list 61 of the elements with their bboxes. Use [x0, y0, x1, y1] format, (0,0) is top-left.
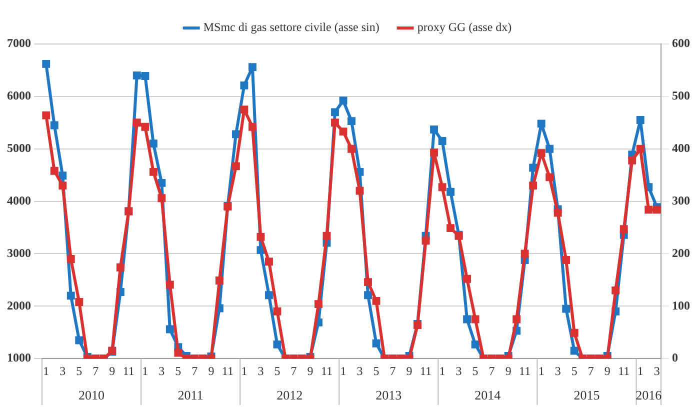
y-tick-label: 6000: [7, 88, 31, 103]
x-tick-label: 11: [122, 364, 134, 378]
y2-tick-label: 600: [672, 36, 690, 50]
x-tick-label: 9: [604, 364, 610, 378]
y-tick-label: 2000: [7, 298, 31, 312]
x-tick-label: 9: [505, 364, 512, 378]
x-tick-label: 7: [290, 364, 297, 378]
x-tick-label: 1: [340, 364, 346, 378]
x-tick-label: 1: [142, 364, 148, 378]
y2-tick-label: 100: [672, 298, 690, 312]
text: 2015: [574, 387, 600, 402]
y-tick-label: 7000: [7, 36, 31, 50]
x-tick-label: 9: [406, 364, 412, 378]
x-tick-label: 5: [175, 364, 182, 378]
legend-label: proxy GG (asse dx): [417, 20, 512, 34]
y2-tick-label: 0: [672, 350, 678, 365]
x-tick-label: 7: [390, 364, 396, 378]
x-tick-label: 1: [637, 364, 644, 378]
x-tick-label: 3: [356, 364, 363, 378]
x-tick-label: 3: [158, 364, 165, 378]
x-tick-label: 11: [618, 364, 630, 378]
y-tick-label: 5000: [7, 140, 31, 155]
y-tick-label: 1000: [7, 350, 31, 365]
text: 2016: [636, 387, 662, 402]
x-tick-label: 3: [456, 364, 462, 378]
x-tick-label: 9: [109, 364, 116, 378]
text: 2013: [376, 387, 402, 402]
x-tick-label: 7: [588, 364, 594, 378]
x-tick-label: 1: [43, 364, 50, 378]
x-tick-label: 3: [654, 364, 660, 378]
x-tick-label: 3: [554, 364, 561, 378]
x-tick-label: 11: [222, 364, 234, 378]
y2-tick-label: 200: [672, 246, 690, 260]
x-tick-label: 5: [274, 364, 280, 378]
x-tick-label: 7: [488, 364, 495, 378]
x-tick-label: 1: [538, 364, 544, 378]
text: 2011: [178, 387, 204, 402]
x-tick-label: 11: [519, 364, 531, 378]
x-tick-label: 5: [571, 364, 578, 378]
y-tick-label: 3000: [7, 246, 31, 260]
x-tick-label: 7: [92, 364, 99, 378]
x-tick-label: 3: [60, 364, 66, 378]
text: 2010: [78, 387, 105, 402]
x-tick-label: 1: [439, 364, 446, 378]
x-tick-label: 9: [208, 364, 214, 378]
x-tick-label: 11: [420, 364, 432, 378]
y2-tick-label: 300: [672, 193, 690, 208]
text: 2012: [276, 387, 303, 402]
text: 2014: [474, 387, 502, 402]
legend-label: MSmc di gas settore civile (asse sin): [203, 20, 380, 34]
x-tick-label: 11: [320, 364, 333, 378]
y2-tick-label: 400: [672, 140, 690, 155]
x-tick-label: 5: [373, 364, 380, 378]
y2-tick-label: 500: [672, 88, 690, 103]
x-tick-label: 7: [192, 364, 198, 378]
x-tick-label: 3: [258, 364, 264, 378]
y-tick-label: 4000: [7, 193, 31, 208]
x-tick-label: 5: [472, 364, 478, 378]
x-tick-label: 5: [76, 364, 82, 378]
x-tick-label: 9: [307, 364, 314, 378]
x-tick-label: 1: [241, 364, 248, 378]
